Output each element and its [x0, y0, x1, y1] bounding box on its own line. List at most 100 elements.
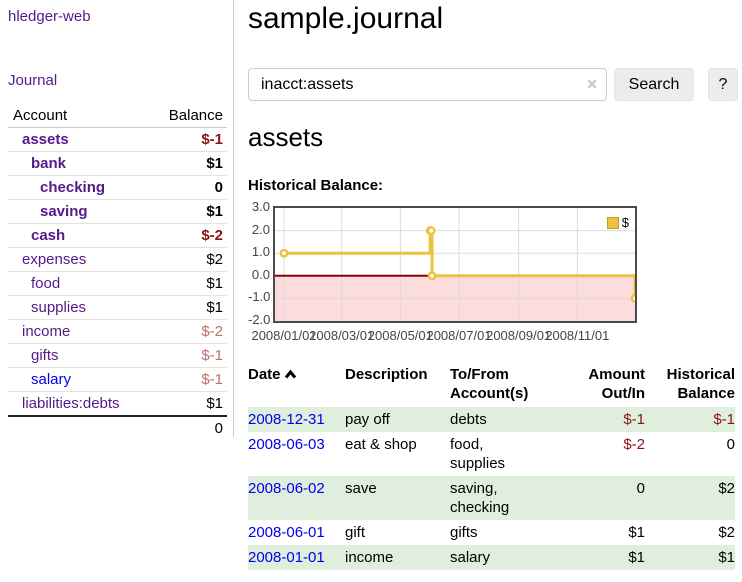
transaction-amount: $-1 [623, 411, 645, 428]
transaction-accounts: food, supplies [450, 436, 506, 472]
account-balance: $1 [147, 199, 227, 224]
search-bar: ✕ Search ? [248, 68, 738, 102]
x-axis-tick-label: 2008/03/01 [309, 328, 375, 343]
account-link-expenses[interactable]: expenses [22, 251, 87, 268]
sidebar-item-journal[interactable]: Journal [8, 72, 58, 89]
transaction-balance: $2 [718, 524, 735, 541]
app-brand-link[interactable]: hledger-web [8, 8, 91, 25]
account-row: salary $-1 [8, 367, 227, 392]
account-balance: $2 [147, 247, 227, 272]
transaction-balance: $1 [718, 549, 735, 566]
transaction-balance: $-1 [713, 411, 735, 428]
legend-swatch-icon [606, 216, 619, 229]
account-row: expenses $2 [8, 247, 227, 272]
chart-plot-area: $ [273, 206, 637, 323]
account-link-cash[interactable]: cash [31, 227, 66, 244]
accounts-total-value: 0 [147, 415, 227, 440]
register-row: 2008-12-31 pay off debts $-1 $-1 [248, 407, 735, 432]
date-sort-header[interactable]: Date [248, 365, 345, 407]
account-balance: $-1 [147, 127, 227, 152]
search-button[interactable]: Search [614, 68, 694, 101]
account-balance: $1 [147, 151, 227, 176]
transaction-description: eat & shop [345, 436, 417, 453]
transaction-description: pay off [345, 411, 390, 428]
y-axis-tick-label: 3.0 [251, 199, 270, 214]
y-axis-tick-label: 2.0 [251, 221, 270, 237]
account-row: gifts $-1 [8, 343, 227, 368]
account-row: supplies $1 [8, 295, 227, 320]
account-link-liabilities-debts[interactable]: liabilities:debts [22, 395, 120, 412]
register-row: 2008-06-03 eat & shop food, supplies $-2… [248, 432, 735, 476]
account-link-salary[interactable]: salary [31, 371, 72, 388]
balance-header: Historical Balance [666, 366, 735, 402]
transaction-amount: 0 [636, 480, 645, 497]
x-axis-tick-label: 2008/01/01 [251, 328, 317, 343]
help-button[interactable]: ? [708, 68, 738, 101]
transaction-accounts: debts [450, 411, 487, 428]
transaction-date-link[interactable]: 2008-06-02 [248, 480, 325, 497]
page-title: sample.journal [248, 2, 444, 35]
transaction-date-link[interactable]: 2008-06-03 [248, 436, 325, 453]
account-balance: $-1 [147, 367, 227, 392]
balance-column-header: Balance [147, 105, 227, 128]
account-link-bank[interactable]: bank [31, 155, 67, 172]
chart-legend: $ [606, 215, 629, 230]
x-axis-tick-label: 2008/07/01 [426, 328, 492, 343]
account-link-checking[interactable]: checking [40, 179, 106, 196]
register-header-row: Date Description To/From Account(s) Amou… [248, 365, 735, 407]
account-balance: $-1 [147, 343, 227, 368]
account-balance: $-2 [147, 223, 227, 248]
account-column-header: Account [8, 105, 148, 128]
transaction-accounts: salary [450, 549, 491, 566]
amount-header: Amount Out/In [588, 366, 645, 402]
transaction-description: save [345, 480, 377, 497]
sidebar-divider [233, 0, 234, 437]
account-heading: assets [248, 122, 324, 152]
register-row: 2008-06-01 gift gifts $1 $2 [248, 520, 735, 545]
transaction-accounts: saving, checking [450, 480, 510, 516]
account-link-supplies[interactable]: supplies [31, 299, 87, 316]
description-header: Description [345, 366, 428, 383]
transaction-date-link[interactable]: 2008-12-31 [248, 411, 325, 428]
y-axis-tick-label: -2.0 [248, 312, 271, 327]
transaction-balance: $2 [718, 480, 735, 497]
account-row: checking 0 [8, 175, 227, 200]
account-row: bank $1 [8, 151, 227, 176]
y-axis-tick-label: -1.0 [248, 289, 271, 305]
account-link-income[interactable]: income [22, 323, 71, 340]
legend-label: $ [621, 215, 629, 230]
register-row: 2008-01-01 income salary $1 $1 [248, 545, 735, 570]
account-row: assets $-1 [8, 127, 227, 152]
transaction-date-link[interactable]: 2008-01-01 [248, 549, 325, 566]
accounts-table: Account Balance assets $-1 bank $1 check… [8, 105, 227, 440]
transaction-accounts: gifts [450, 524, 478, 541]
search-input[interactable] [248, 68, 607, 101]
account-link-food[interactable]: food [31, 275, 61, 292]
account-row: food $1 [8, 271, 227, 296]
y-axis-tick-label: 0.0 [251, 266, 270, 282]
transaction-amount: $1 [628, 524, 645, 541]
transaction-date-link[interactable]: 2008-06-01 [248, 524, 325, 541]
account-balance: $1 [147, 391, 227, 417]
account-link-saving[interactable]: saving [40, 203, 88, 220]
account-row: liabilities:debts $1 [8, 391, 227, 417]
account-balance: $1 [147, 271, 227, 296]
account-row: income $-2 [8, 319, 227, 344]
account-link-gifts[interactable]: gifts [31, 347, 59, 364]
transaction-amount: $1 [628, 549, 645, 566]
account-link-assets[interactable]: assets [22, 131, 69, 148]
sort-ascending-icon [284, 369, 296, 379]
account-balance: 0 [147, 175, 227, 200]
clear-search-icon[interactable]: ✕ [586, 76, 598, 92]
transaction-description: income [345, 549, 394, 566]
transaction-balance: 0 [726, 436, 735, 453]
account-row: cash $-2 [8, 223, 227, 248]
accounts-header: To/From Account(s) [450, 366, 529, 402]
y-axis-tick-label: 1.0 [251, 244, 270, 260]
historical-balance-chart: $ 3.0 2.0 1.0 0.0 -1.0 -2.0 2008/01/01 2008/03/… [248, 199, 678, 343]
register-table: Date Description To/From Account(s) Amou… [248, 365, 735, 570]
transaction-description: gift [345, 524, 366, 541]
accounts-total-row: 0 [8, 415, 227, 440]
x-axis-tick-label: 2008/09/01 [486, 328, 552, 343]
account-balance: $1 [147, 295, 227, 320]
